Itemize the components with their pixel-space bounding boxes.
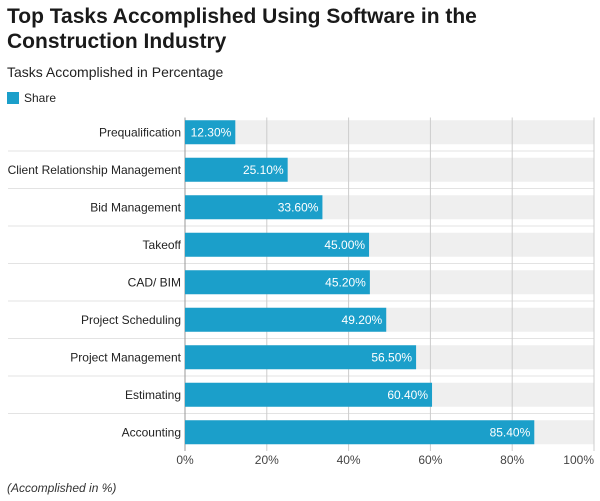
bar	[185, 195, 323, 220]
category-label: Prequalification	[99, 125, 181, 139]
x-tick-label: 60%	[418, 453, 442, 467]
value-label: 49.20%	[342, 313, 383, 327]
value-label: 33.60%	[278, 200, 319, 214]
bar	[185, 120, 236, 145]
value-label: 25.10%	[243, 163, 284, 177]
chart-subtitle: Tasks Accomplished in Percentage	[7, 64, 224, 80]
bar	[185, 420, 535, 445]
bar	[185, 157, 288, 182]
bar	[185, 345, 417, 370]
chart-footnote: (Accomplished in %)	[7, 481, 117, 495]
x-tick-label: 80%	[500, 453, 524, 467]
bar	[185, 270, 370, 295]
category-label: Bid Management	[90, 200, 181, 214]
chart-title: Top Tasks Accomplished Using Software in…	[7, 5, 477, 53]
legend: Share	[7, 91, 56, 105]
legend-label: Share	[24, 91, 57, 105]
category-label: Accounting	[122, 425, 181, 439]
category-label: CAD/ BIM	[128, 275, 181, 289]
value-label: 60.40%	[387, 388, 428, 402]
x-tick-label: 20%	[255, 453, 279, 467]
bar	[185, 382, 433, 407]
legend-swatch	[7, 92, 19, 104]
row-band	[185, 120, 594, 145]
value-label: 45.20%	[325, 275, 366, 289]
bar	[185, 232, 370, 257]
value-label: 85.40%	[490, 425, 531, 439]
value-label: 45.00%	[324, 238, 365, 252]
category-label: Client Relationship Management	[8, 163, 182, 177]
value-label: 56.50%	[371, 350, 412, 364]
category-label: Estimating	[125, 388, 181, 402]
category-label: Project Scheduling	[81, 313, 181, 327]
category-label: Takeoff	[143, 238, 182, 252]
x-tick-label: 100%	[563, 453, 594, 467]
value-label: 12.30%	[191, 125, 232, 139]
category-label: Project Management	[70, 350, 181, 364]
x-tick-label: 40%	[337, 453, 361, 467]
x-tick-label: 0%	[176, 453, 194, 467]
bar	[185, 307, 387, 332]
